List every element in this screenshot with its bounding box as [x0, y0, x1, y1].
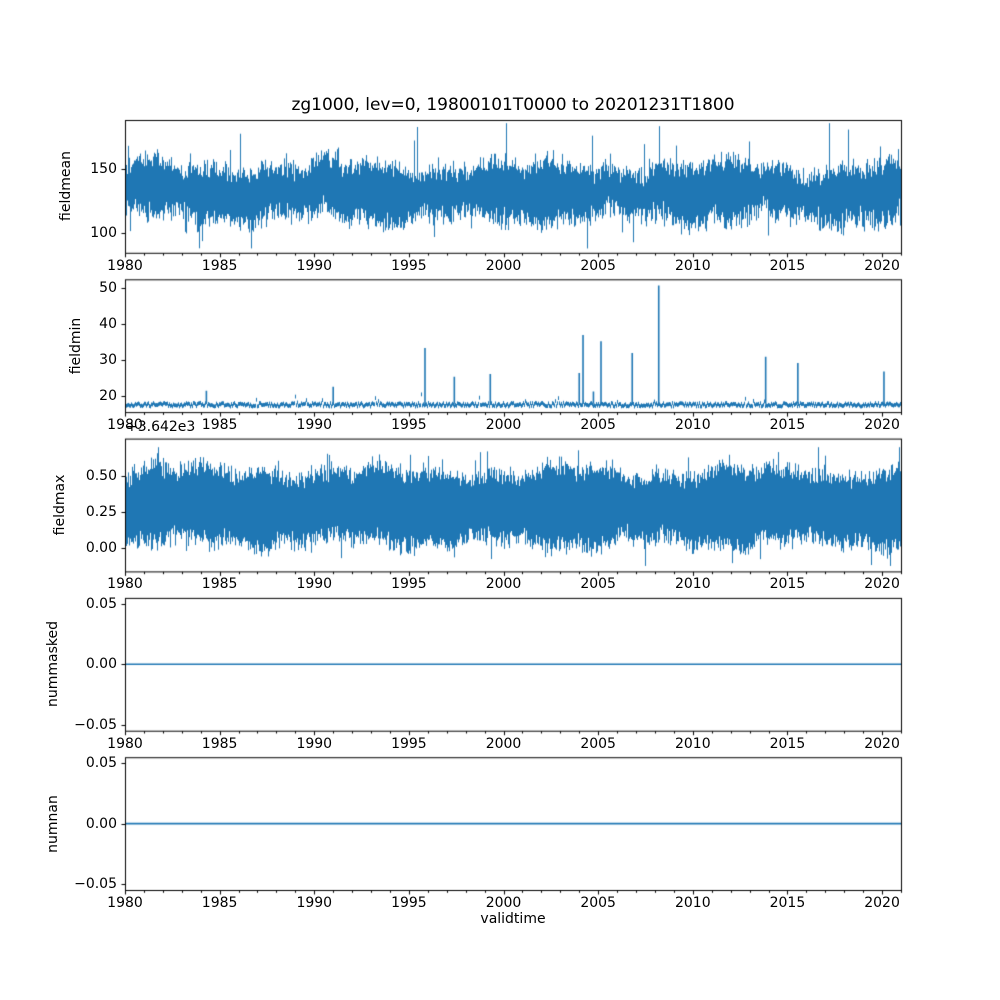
y-tick-label: −0.05 [74, 716, 117, 733]
x-tick-label: 1980 [107, 417, 143, 434]
x-tick-label: 1985 [201, 576, 238, 593]
y-tick-label: −0.05 [74, 875, 117, 892]
y-tick-label: 0.05 [85, 755, 117, 772]
x-tick-label: 2000 [485, 735, 522, 752]
x-tick-label: 1985 [201, 895, 238, 911]
x-tick-label: 1990 [296, 735, 333, 752]
x-tick-label: 2010 [674, 576, 711, 593]
x-tick-label: 2015 [769, 257, 806, 274]
x-tick-label: 2015 [769, 417, 806, 434]
x-tick-label: 2020 [864, 576, 900, 593]
x-tick-label: 1995 [391, 417, 427, 434]
x-tick-label: 1990 [296, 257, 333, 274]
x-tick-label: 2015 [769, 576, 806, 593]
x-tick-label: 2005 [580, 576, 616, 593]
x-tick-label: 2010 [674, 257, 711, 274]
x-tick-label: 2010 [674, 735, 711, 752]
x-tick-label: 1985 [201, 417, 238, 434]
x-tick-label: 2020 [864, 735, 900, 752]
x-tick-label: 1990 [296, 417, 333, 434]
x-tick-label: 2000 [485, 257, 522, 274]
y-tick-label: 0.50 [85, 468, 117, 484]
x-tick-label: 2000 [485, 417, 522, 434]
x-tick-label: 1980 [107, 576, 143, 593]
y-tick-label: 0.00 [85, 656, 117, 673]
x-tick-label: 1995 [391, 257, 427, 274]
y-tick-label: 0.00 [85, 539, 117, 556]
x-tick-label: 1980 [107, 735, 143, 752]
x-tick-label: 1995 [391, 895, 427, 911]
y-tick-label: 50 [99, 279, 117, 296]
x-tick-label: 2005 [580, 735, 616, 752]
x-tick-label: 2020 [864, 417, 900, 434]
x-tick-label: 2005 [580, 895, 616, 911]
x-tick-label: 2000 [485, 895, 522, 911]
x-tick-label: 2015 [769, 735, 806, 752]
x-axis-label: validtime [480, 911, 546, 927]
y-tick-label: 0.00 [85, 815, 117, 832]
x-tick-label: 1995 [391, 576, 427, 593]
x-tick-label: 2020 [864, 257, 900, 274]
x-tick-label: 2010 [674, 417, 711, 434]
y-tick-label: 0.05 [85, 595, 117, 612]
y-tick-label: 150 [90, 161, 117, 178]
x-tick-label: 2000 [485, 576, 522, 593]
x-tick-label: 1995 [391, 735, 427, 752]
x-tick-label: 2010 [674, 895, 711, 911]
x-tick-label: 2015 [769, 895, 806, 911]
y-tick-label: 0.25 [85, 503, 117, 520]
y-tick-label: 100 [90, 225, 117, 242]
x-tick-label: 1985 [201, 735, 238, 752]
x-tick-label: 2020 [864, 895, 900, 911]
y-tick-label: 40 [99, 315, 117, 332]
x-tick-label: 1990 [296, 576, 333, 593]
x-tick-label: 1980 [107, 895, 143, 911]
y-tick-label: 20 [99, 388, 117, 405]
x-tick-label: 1980 [107, 257, 143, 274]
y-tick-label: 30 [99, 351, 117, 368]
x-tick-label: 1985 [201, 257, 238, 274]
x-tick-label: 2005 [580, 257, 616, 274]
x-tick-label: 2005 [580, 417, 616, 434]
y-axis-offset-text: +3.642e3 [126, 418, 196, 435]
x-tick-label: 1990 [296, 895, 333, 911]
figure-title: zg1000, lev=0, 19800101T0000 to 20201231… [291, 95, 735, 115]
